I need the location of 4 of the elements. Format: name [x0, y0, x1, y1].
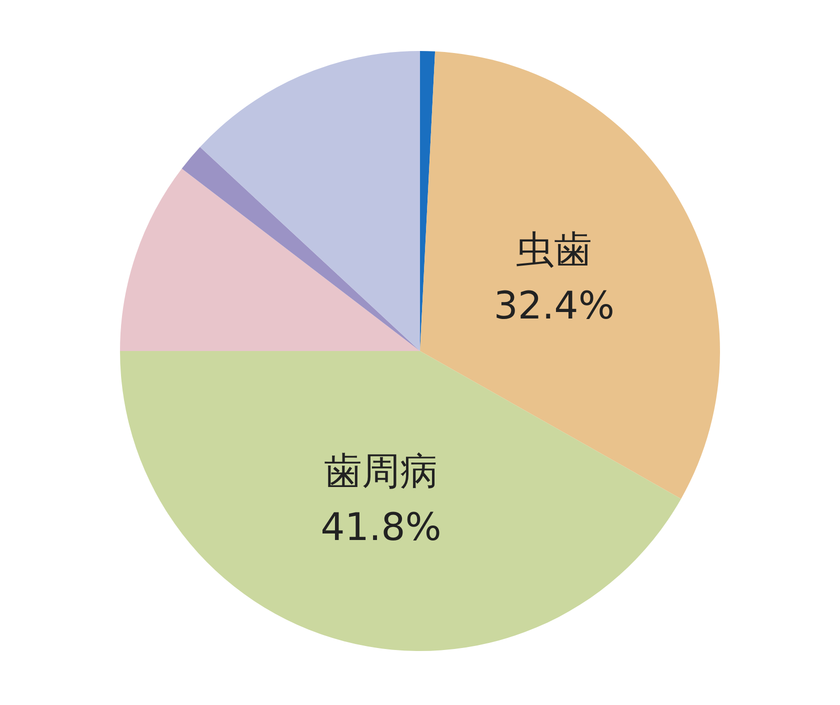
data-label: 41.8%	[320, 504, 442, 549]
slice-label: 虫歯	[516, 227, 592, 272]
data-label: 32.4%	[494, 283, 614, 328]
slice-label: 歯周病	[324, 448, 438, 493]
